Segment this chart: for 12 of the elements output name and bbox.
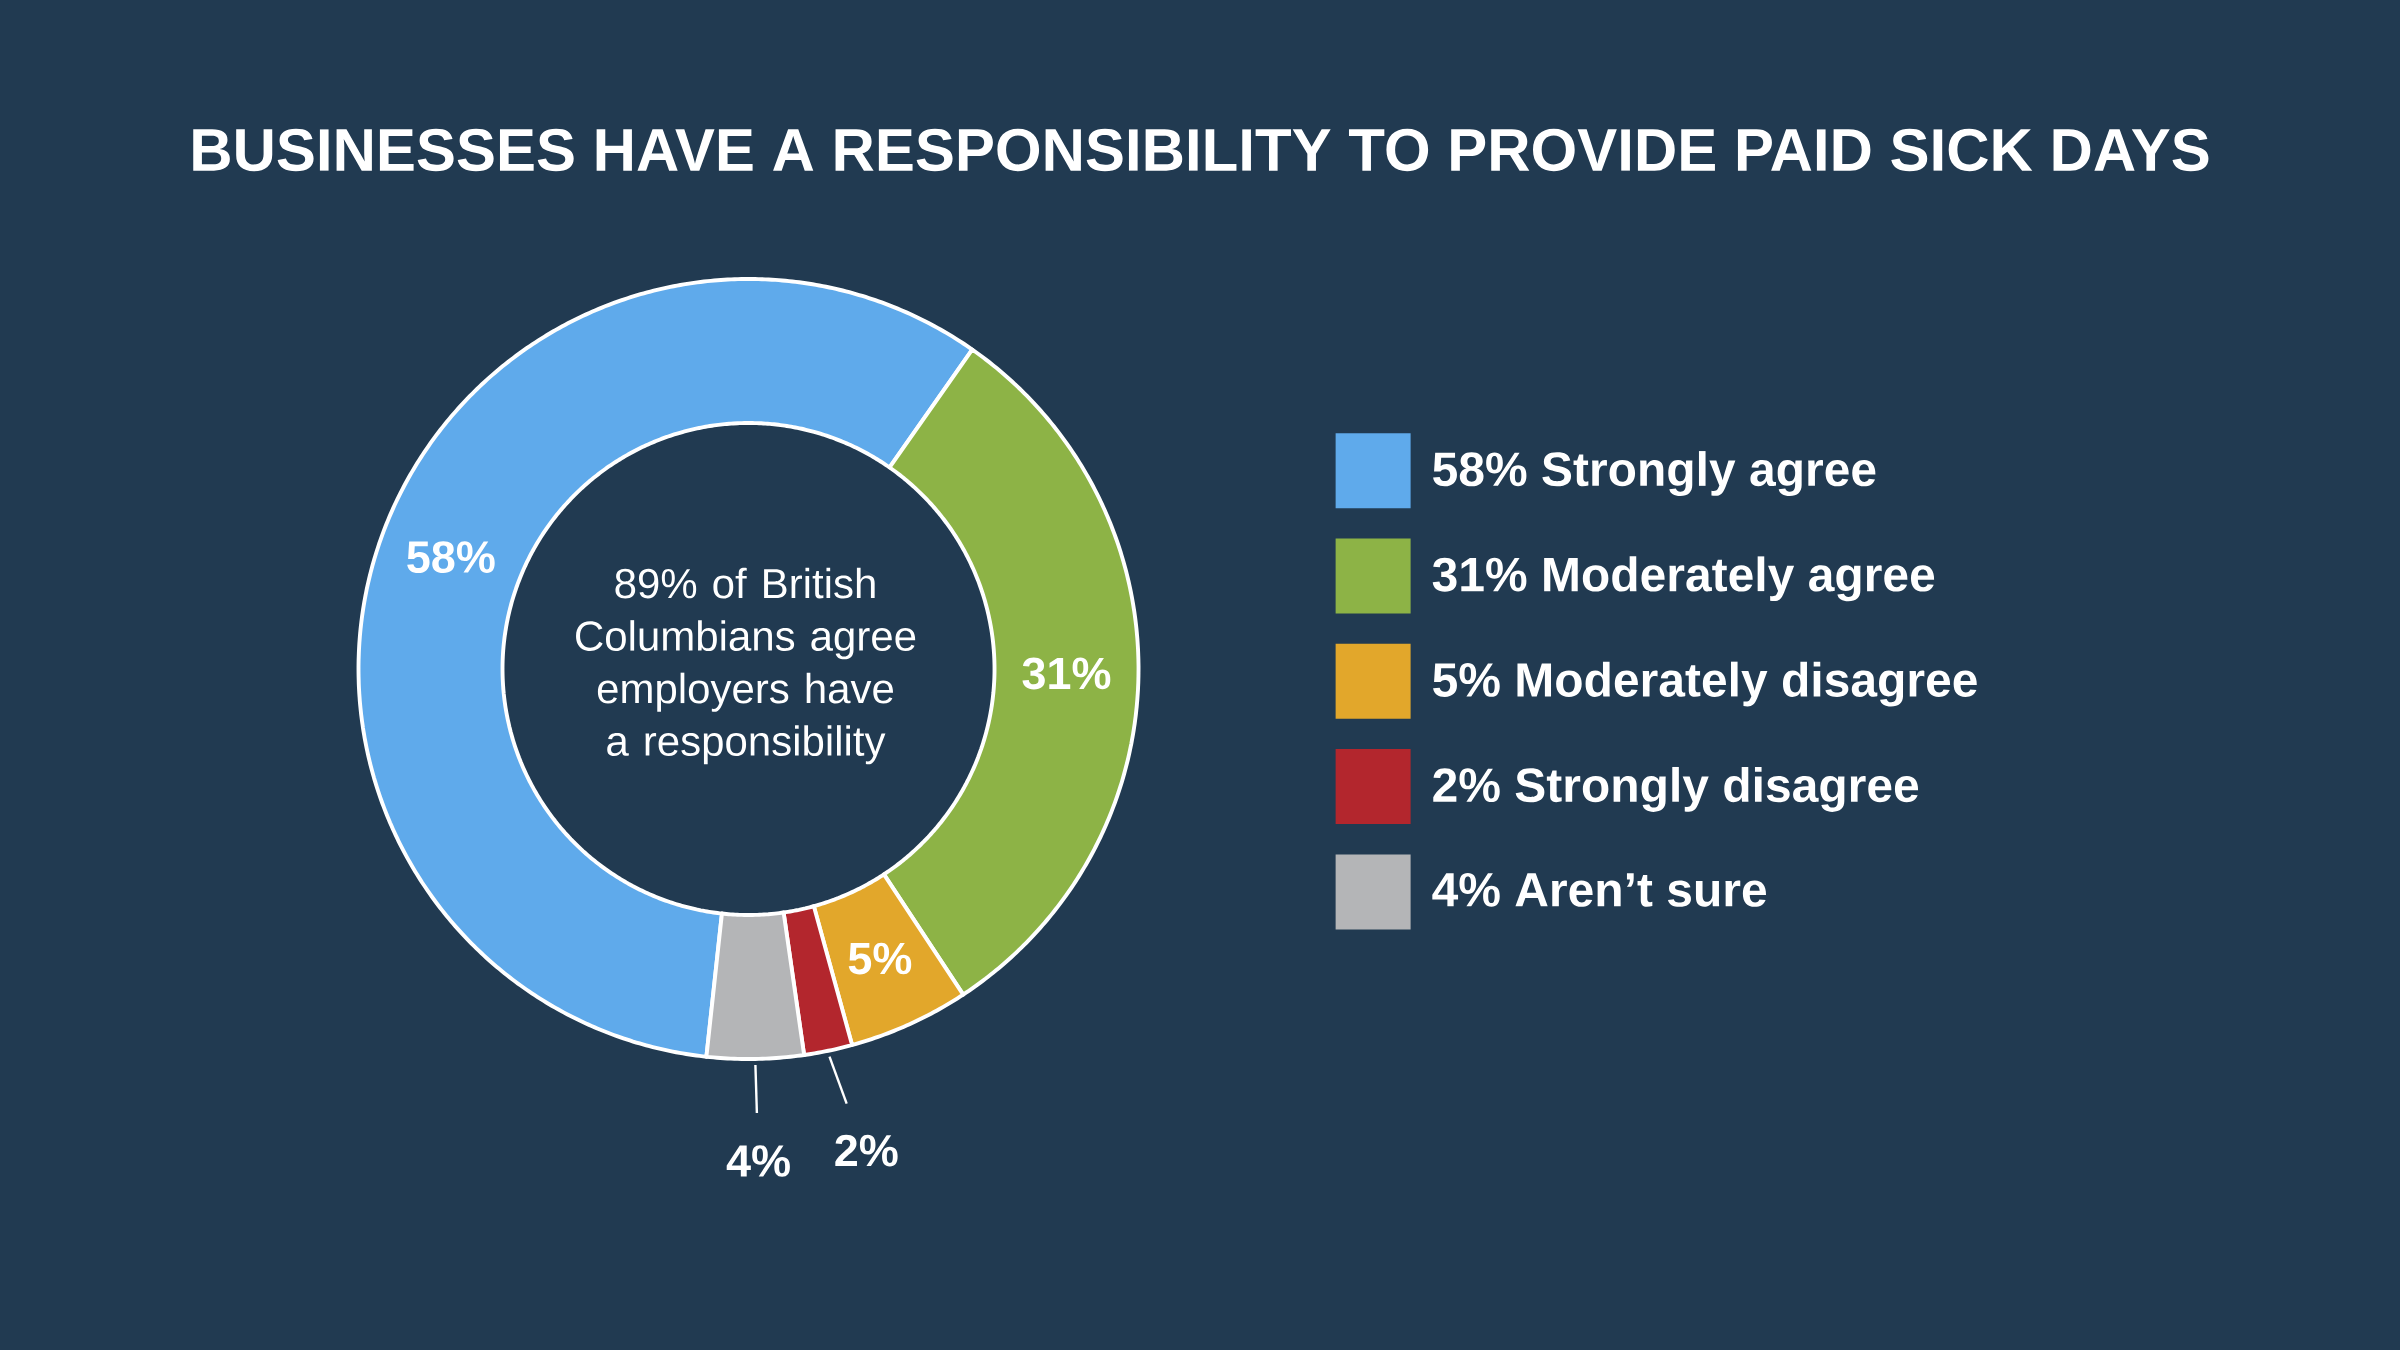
data-label: 2% [835, 1134, 898, 1167]
legend-label: 58% Strongly agree [1433, 451, 1876, 496]
legend-label: 4% Aren’t sure [1432, 872, 1767, 907]
legend-label: 5% Moderately disagree [1433, 661, 1977, 707]
data-label: 5% [848, 942, 912, 975]
legend-label: 31% Moderately agree [1432, 556, 1935, 602]
text: 89% of British Columbians agree employers have a responsibility [576, 567, 916, 765]
data-label: 4% [726, 1145, 790, 1177]
chart-title: BUSINESSES HAVE A RESPONSIBILITY TO PROVIDE PAID SICK DAYS [193, 128, 2209, 172]
data-label: 31% [1022, 657, 1111, 690]
data-label: 58% [407, 541, 495, 573]
legend-label: 2% Strongly disagree [1433, 766, 1919, 812]
